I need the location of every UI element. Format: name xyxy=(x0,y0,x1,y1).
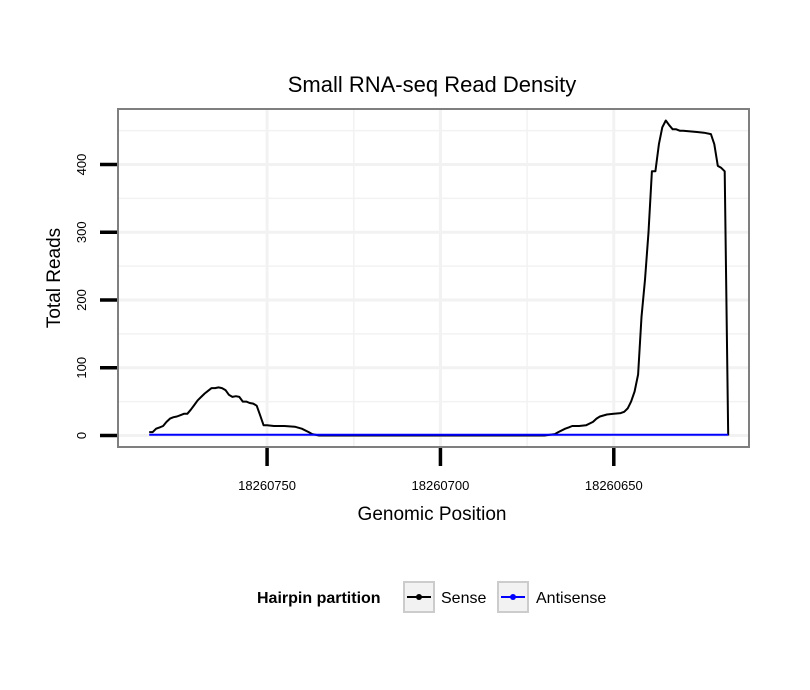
x-tick-label: 18260750 xyxy=(238,478,296,493)
y-tick-label: 0 xyxy=(74,432,89,439)
chart-title: Small RNA-seq Read Density xyxy=(288,72,577,97)
legend-label-antisense: Antisense xyxy=(536,590,606,607)
series-line-sense xyxy=(149,119,730,437)
legend-title: Hairpin partition xyxy=(257,590,381,607)
x-tick-label: 18260700 xyxy=(412,478,470,493)
y-tick-label: 200 xyxy=(74,289,89,311)
legend: Hairpin partition Sense Antisense xyxy=(257,581,606,613)
y-tick-label: 400 xyxy=(74,154,89,176)
grid xyxy=(118,109,749,447)
y-axis-label: Total Reads xyxy=(44,228,65,328)
x-tick-label: 18260650 xyxy=(585,478,643,493)
y-axis: 0 100 200 300 400 xyxy=(74,154,117,439)
legend-item-antisense: Antisense xyxy=(497,581,606,613)
legend-item-sense: Sense xyxy=(403,581,486,613)
legend-point-sense xyxy=(416,594,422,600)
legend-label-sense: Sense xyxy=(441,590,486,607)
legend-point-antisense xyxy=(510,594,516,600)
x-axis: 18260750 18260700 18260650 xyxy=(238,448,643,493)
x-axis-label: Genomic Position xyxy=(358,504,507,525)
y-tick-label: 100 xyxy=(74,357,89,379)
series-layer xyxy=(149,119,730,437)
plot-panel-border xyxy=(117,108,750,448)
y-tick-label: 300 xyxy=(74,221,89,243)
